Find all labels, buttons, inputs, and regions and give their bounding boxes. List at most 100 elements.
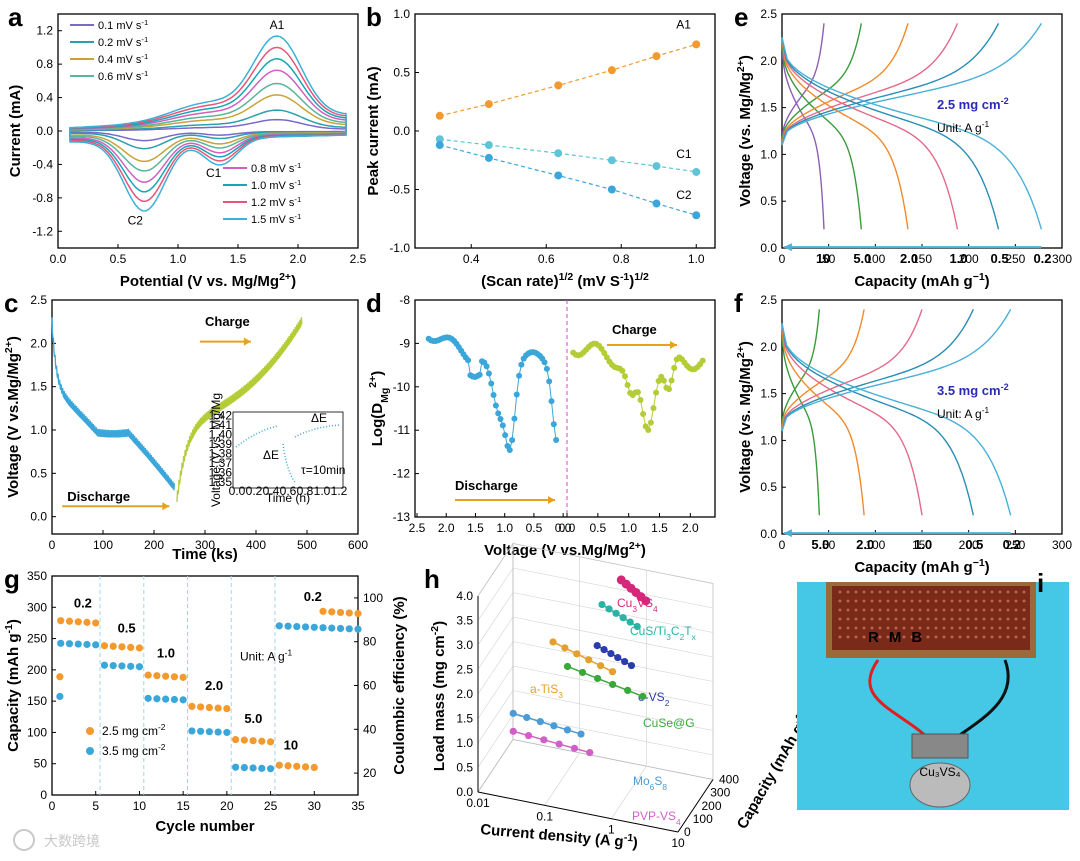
data-point [624,382,631,389]
annotation-A1: A1 [270,18,285,32]
led-dot [974,590,978,594]
x-tick-label: 150 [912,538,932,552]
y-tick-label: 3.0 [456,638,473,652]
capacity-point [92,641,100,649]
led-dot [1006,599,1010,603]
legend-entry: 0.8 mV s-1 [251,161,301,176]
material-point [563,726,572,734]
led-dot [878,617,882,621]
data-point [495,410,502,417]
led-dot [886,599,890,603]
led-dot [878,590,882,594]
y-tick-label: -11 [394,423,411,437]
label-part: -1 [623,832,634,845]
annotation-C1: C1 [206,166,222,180]
led-dot [982,590,986,594]
x-tick-label: 1.0 [170,252,187,266]
capacity-point [162,695,170,703]
y-tick-label: -0.5 [389,183,410,197]
y-tick-label: 0.0 [393,124,410,138]
charge-curve [781,309,923,432]
led-dot [894,617,898,621]
led-dot [886,626,890,630]
label-part: 1.5 mV s [251,214,295,226]
inset-y-tick: 1.38 [209,447,233,461]
capacity-point [354,609,362,618]
led-dot [902,608,906,612]
label-part: ) [737,55,754,60]
label-part: (Scan rate) [481,273,559,290]
grid-line [477,616,514,670]
data-point [553,437,560,444]
label-part: Capacity (mAh g [5,633,22,751]
material-label: CuSe@G [643,716,695,730]
inset: ΔE ΔE τ=10min 0.0 0.2 0.4 0.6 0.8 1.0 1.2 1.351.36… [209,393,348,507]
led-dot [942,608,946,612]
arrow-head [243,337,251,346]
discharge-label: Discharge [67,489,130,504]
rate-label: 0.5 [991,251,1009,266]
x-tick-label: 0.5 [110,252,127,266]
material-point [598,600,606,609]
x-tick-label: 300 [1052,252,1072,266]
discharge-curve [781,37,909,230]
panel-label-c: c [4,288,18,318]
charge-curve [781,309,1012,432]
led-dot [894,635,898,639]
inset-y-tick: 1.39 [209,437,233,451]
charge-label: Charge [612,322,657,337]
charge-curve [781,309,821,432]
data-point [665,386,672,393]
discharge-trace [51,317,176,492]
y-tick-label: 350 [27,569,47,583]
led-dot [862,617,866,621]
y-tick-label: 0.4 [36,91,53,105]
label-part: Cu [617,596,632,610]
ce-point [56,692,64,701]
material-label: a-TiS3 [530,682,563,700]
x-tick-label: 20 [220,799,234,813]
material-point [536,718,544,726]
label-part: T [684,624,692,638]
loading-label: 2.5 mg cm-2 [937,96,1009,112]
rate-label: 1.0 [914,537,932,552]
led-dot [870,626,874,630]
led-text: RMB [868,629,932,646]
material-point [555,740,563,748]
x-tick-label: 2.5 [350,252,367,266]
led-dot [926,590,930,594]
label-part: -2 [158,722,166,732]
data-point [634,389,641,396]
inset-y-tick: 1.42 [209,409,233,423]
rate-label: 5.0 [811,537,829,552]
legend-entry: 0.1 mV s-1 [98,18,148,33]
x-tick-label: 2.0 [438,521,455,535]
x-tick-label: 25 [264,799,278,813]
x-tick-label: 150 [912,252,932,266]
x-tick-label: 35 [351,799,365,813]
x-tick-label: 1.5 [651,521,668,535]
led-dot [910,599,914,603]
led-dot [958,590,962,594]
data-point [548,398,555,405]
y-tick-label: 1.0 [30,423,47,437]
y-tick-label: 1.5 [760,387,777,401]
material-point [612,609,620,617]
led-dot [998,608,1002,612]
plot-frame [414,299,716,518]
y2-axis-title: Coulombic efficiency (%) [391,596,408,774]
grid-line [477,592,514,646]
y-tick-label: 1.0 [393,7,410,21]
label-part: 1.0 mV s [251,180,295,192]
led-dot [886,608,890,612]
capacity-point [65,617,74,625]
data-point [619,367,626,374]
x-tick-label: 250 [1005,252,1025,266]
led-dot [982,617,986,621]
x-tick-label: 400 [246,538,266,552]
inset-x-tick: 0.8 [297,484,314,498]
data-point [550,421,557,428]
capacity-point [223,705,231,713]
y-tick-label: -1.2 [32,224,53,238]
arrow-head [548,496,555,504]
